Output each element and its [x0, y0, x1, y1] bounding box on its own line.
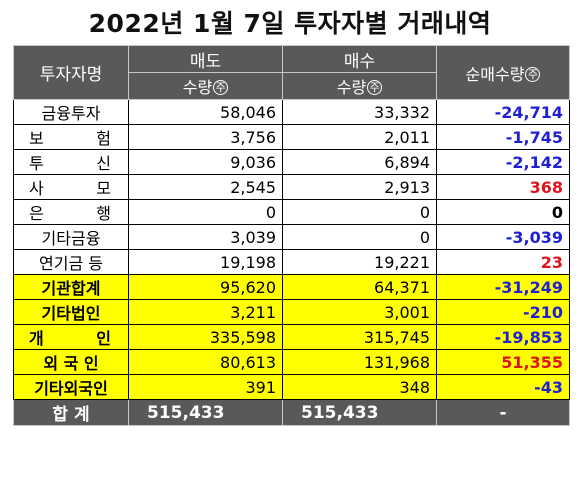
sell-qty: 3,211	[128, 299, 283, 325]
header-net-label: 순매수량	[465, 64, 525, 84]
table-row: 기타외국인 391 348 -43	[13, 374, 570, 400]
table-row: 사 모 2,545 2,913 368	[13, 174, 570, 200]
net-buy-qty: -31,249	[436, 274, 570, 300]
net-buy-qty: -210	[436, 299, 570, 325]
header-sell-qty: 수량 주	[128, 72, 283, 100]
table-row: 투 신 9,036 6,894 -2,142	[13, 149, 570, 175]
sell-qty: 19,198	[128, 249, 283, 275]
investor-name-part: 험	[96, 129, 111, 148]
unit-share-symbol: 주	[367, 80, 383, 95]
sell-qty: 95,620	[128, 274, 283, 300]
sell-qty: 2,545	[128, 174, 283, 200]
header-sell: 매도	[128, 45, 283, 73]
buy-qty: 64,371	[282, 274, 437, 300]
investor-trading-table: 투자자명 매도 매수 순매수량 주 수량 주 수량 주 금융투자 58,046 33,33…	[13, 45, 570, 426]
sell-qty: 3,039	[128, 224, 283, 250]
investor-name-part: 보	[29, 129, 44, 148]
buy-qty: 6,894	[282, 149, 437, 175]
table-row: 보 험 3,756 2,011 -1,745	[13, 124, 570, 150]
net-buy-qty: -43	[436, 374, 570, 400]
page-title: 2022년 1월 7일 투자자별 거래내역	[88, 9, 492, 38]
buy-qty: 19,221	[282, 249, 437, 275]
header-buy-qty-label: 수량	[336, 78, 367, 97]
header-buy-qty: 수량 주	[282, 72, 437, 100]
table-row: 기관합계 95,620 64,371 -31,249	[13, 274, 570, 300]
net-buy-qty: 368	[436, 174, 570, 200]
total-label: 합 계	[13, 399, 129, 426]
investor-name-part: 인	[96, 329, 111, 348]
investor-name-part: 신	[96, 154, 111, 173]
header-net: 순매수량 주	[436, 45, 570, 100]
investor-name: 금융투자	[13, 99, 129, 125]
investor-name-part: 모	[96, 179, 111, 198]
buy-qty: 315,745	[282, 324, 437, 350]
investor-name: 기타법인	[13, 299, 129, 325]
table-row: 기타금융 3,039 0 -3,039	[13, 224, 570, 250]
net-buy-qty: -24,714	[436, 99, 570, 125]
total-sell: 515,433	[128, 399, 283, 426]
investor-name: 기타금융	[13, 224, 129, 250]
sell-qty: 391	[128, 374, 283, 400]
net-buy-qty: 23	[436, 249, 570, 275]
buy-qty: 2,913	[282, 174, 437, 200]
buy-qty: 3,001	[282, 299, 437, 325]
total-buy: 515,433	[282, 399, 437, 426]
buy-qty: 131,968	[282, 349, 437, 375]
sell-qty: 58,046	[128, 99, 283, 125]
investor-name-part: 행	[96, 204, 111, 223]
table-row: 개 인 335,598 315,745 -19,853	[13, 324, 570, 350]
investor-name-part: 은	[29, 204, 44, 223]
unit-share-symbol: 주	[213, 80, 229, 95]
net-buy-qty: -3,039	[436, 224, 570, 250]
investor-name-part: 개	[29, 329, 44, 348]
buy-qty: 348	[282, 374, 437, 400]
sell-qty: 3,756	[128, 124, 283, 150]
investor-name: 외 국 인	[13, 349, 129, 375]
investor-name-part: 투	[29, 154, 44, 173]
investor-name: 연기금 등	[13, 249, 129, 275]
table-row: 연기금 등 19,198 19,221 23	[13, 249, 570, 275]
sell-qty: 9,036	[128, 149, 283, 175]
table-footer: 합 계 515,433 515,433 -	[13, 399, 570, 426]
net-buy-qty: 0	[436, 199, 570, 225]
unit-share-symbol: 주	[525, 66, 541, 82]
table-header: 투자자명 매도 매수 순매수량 주 수량 주 수량 주	[13, 45, 570, 100]
investor-name: 기타외국인	[13, 374, 129, 400]
sell-qty: 80,613	[128, 349, 283, 375]
table-row: 기타법인 3,211 3,001 -210	[13, 299, 570, 325]
total-net: -	[436, 399, 570, 426]
header-investor: 투자자명	[13, 45, 129, 100]
table-row: 금융투자 58,046 33,332 -24,714	[13, 99, 570, 125]
header-sell-qty-label: 수량	[182, 78, 213, 97]
table-row: 외 국 인 80,613 131,968 51,355	[13, 349, 570, 375]
net-buy-qty: -19,853	[436, 324, 570, 350]
sell-qty: 335,598	[128, 324, 283, 350]
buy-qty: 0	[282, 224, 437, 250]
sell-qty: 0	[128, 199, 283, 225]
buy-qty: 33,332	[282, 99, 437, 125]
header-buy: 매수	[282, 45, 437, 73]
net-buy-qty: -1,745	[436, 124, 570, 150]
investor-name: 기관합계	[13, 274, 129, 300]
net-buy-qty: 51,355	[436, 349, 570, 375]
buy-qty: 0	[282, 199, 437, 225]
net-buy-qty: -2,142	[436, 149, 570, 175]
investor-name-part: 사	[29, 179, 44, 198]
buy-qty: 2,011	[282, 124, 437, 150]
table-body: 금융투자 58,046 33,332 -24,714 보 험 3,756 2,011 -1,74…	[13, 99, 570, 400]
total-row: 합 계 515,433 515,433 -	[13, 399, 570, 426]
